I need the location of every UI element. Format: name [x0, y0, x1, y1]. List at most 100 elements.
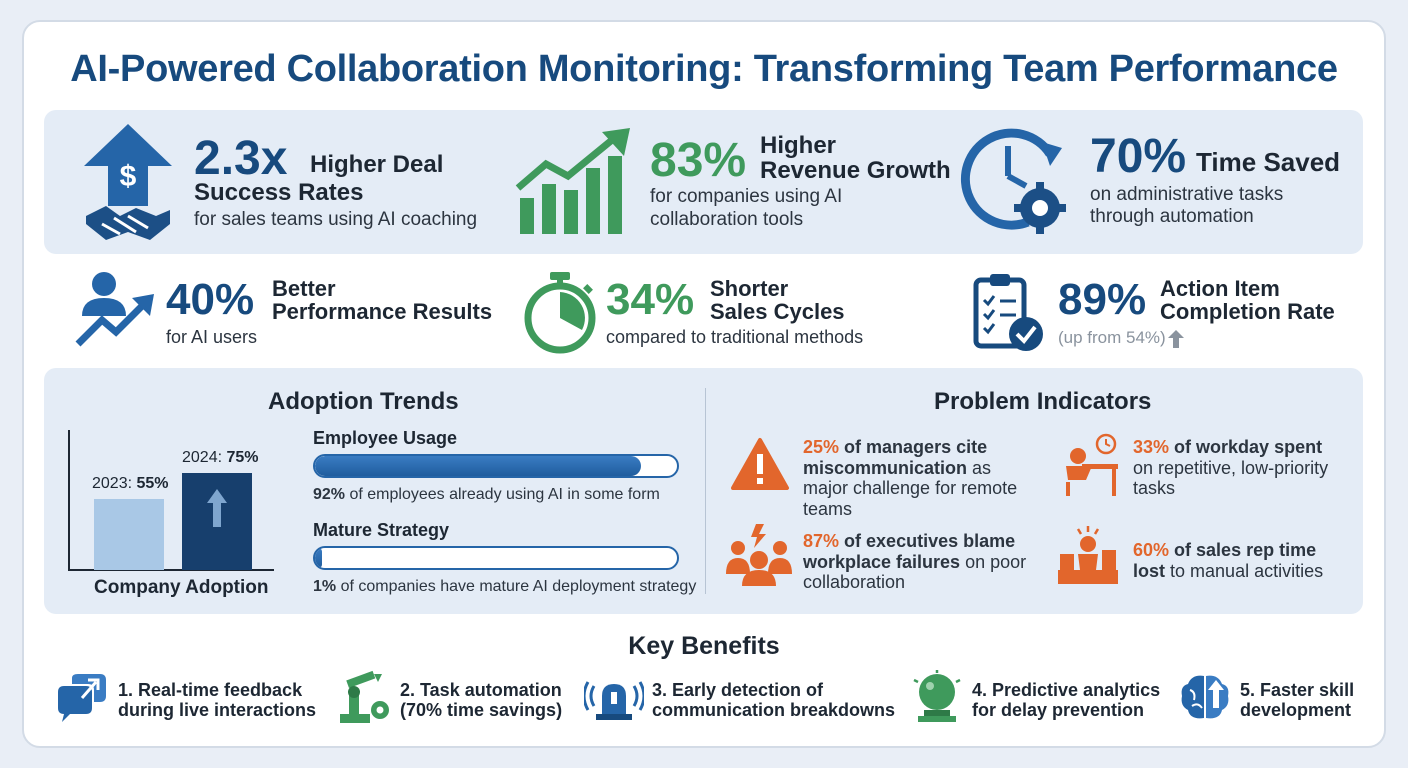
employee-usage-label: Employee Usage	[313, 428, 458, 448]
tired-worker-icon	[1066, 433, 1118, 496]
stat-deal-sub: for sales teams using AI coaching	[194, 209, 478, 230]
problem-2-bold: of workday spent	[1174, 437, 1323, 457]
chat-feedback-icon	[58, 674, 106, 722]
benefit-2: 2. Task automation (70% time savings)	[400, 680, 562, 720]
employee-usage-caption: 92% of employees already using AI in som…	[313, 486, 660, 504]
problem-item-1: 25% of managers cite miscommunication as…	[803, 437, 1033, 520]
robot-arm-icon	[340, 670, 389, 723]
up-arrow-icon	[1168, 330, 1184, 348]
stat-time-sub-b: through automation	[1090, 206, 1254, 227]
benefit-5-line-b: development	[1240, 700, 1352, 721]
stat-time-value: 70%	[1090, 130, 1187, 183]
problem-1-rest: as major challenge for remote teams	[803, 457, 1018, 520]
stat-performance-value: 40%	[166, 275, 255, 324]
bar-2023-year: 2023:	[92, 474, 133, 492]
stat-time-headline: Time Saved	[1196, 147, 1341, 177]
stat-revenue-headline-b: Revenue Growth	[760, 157, 951, 184]
bar-2023-label: 2023: 55%	[92, 475, 169, 493]
problem-3-bold: of executives blame workplace failures	[803, 531, 1016, 572]
crystal-ball-icon	[913, 670, 961, 722]
benefit-1-line-a: 1. Real-time feedback	[118, 680, 303, 700]
stat-action-item-value: 89%	[1058, 275, 1147, 324]
problem-3-pct: 87%	[803, 531, 840, 551]
problem-item-3: 87% of executives blame workplace failur…	[803, 531, 1033, 593]
benefit-1: 1. Real-time feedback during live intera…	[118, 680, 316, 720]
mature-strategy-caption: 1% of companies have mature AI deploymen…	[313, 578, 696, 596]
employee-usage-fill	[315, 456, 641, 476]
benefit-2-line-b: (70% time savings)	[400, 700, 563, 721]
mature-strategy-fill	[315, 548, 323, 568]
benefit-5-line-a: 5. Faster skill	[1240, 680, 1355, 700]
chart-y-axis	[68, 430, 70, 570]
problem-item-2: 33% of workday spent on repetitive, low-…	[1133, 437, 1343, 499]
benefit-5: 5. Faster skill development	[1240, 680, 1354, 720]
employee-usage-bar	[313, 454, 679, 478]
problem-item-4: 60% of sales rep time lost to manual act…	[1133, 540, 1353, 581]
stat-sales-cycle-headline-a: Shorter	[710, 276, 789, 301]
stat-action-item-headline-a: Action Item	[1160, 276, 1280, 301]
mature-strategy-pct: 1%	[313, 578, 337, 595]
mature-strategy-bar	[313, 546, 679, 570]
warning-icon	[731, 438, 789, 490]
dollar-handshake-icon: $	[84, 124, 172, 240]
chart-title: Company Adoption	[94, 577, 269, 598]
mature-strategy-text: of companies have mature AI deployment s…	[340, 578, 697, 595]
clock-gear-icon	[960, 128, 1066, 234]
brain-growth-icon	[1181, 675, 1229, 719]
svg-text:$: $	[120, 160, 137, 193]
stat-revenue-sub-b: collaboration tools	[650, 209, 804, 230]
problem-indicators-title: Problem Indicators	[934, 388, 1152, 415]
problem-1-bold: of managers cite miscommunication	[803, 437, 988, 478]
paperwork-desk-icon	[1058, 526, 1118, 584]
chart-x-axis	[68, 569, 274, 571]
stat-time-sub-a: on administrative tasks	[1090, 184, 1284, 205]
page-title: AI-Powered Collaboration Monitoring: Tra…	[70, 48, 1338, 90]
adoption-trends-title: Adoption Trends	[268, 388, 459, 415]
key-benefits-title: Key Benefits	[628, 632, 780, 660]
checklist-icon	[973, 274, 1043, 351]
stat-deal-headline-b: Success Rates	[194, 179, 364, 206]
up-arrow-icon	[207, 488, 227, 527]
stat-action-item-headline-b: Completion Rate	[1160, 299, 1335, 324]
benefit-2-line-a: 2. Task automation	[400, 680, 562, 700]
problem-1-pct: 25%	[803, 437, 840, 457]
problem-3-rest: on poor collaboration	[803, 551, 1027, 593]
problem-2-pct: 33%	[1133, 437, 1170, 457]
stat-sales-cycle-value: 34%	[606, 275, 695, 324]
employee-usage-pct: 92%	[313, 486, 346, 503]
group-conflict-icon	[726, 524, 792, 586]
stat-action-item-sub: (up from 54%)	[1058, 328, 1166, 347]
bar-2024-value: 75%	[226, 448, 259, 466]
alarm-beacon-icon	[584, 681, 644, 720]
growth-chart-icon	[515, 128, 630, 234]
benefit-3-line-b: communication breakdowns	[652, 700, 896, 721]
stat-deal-value: 2.3x	[194, 132, 288, 185]
stat-performance-headline-a: Better	[272, 276, 336, 301]
benefit-4-line-b: for delay prevention	[972, 700, 1145, 721]
person-trend-icon	[75, 272, 154, 347]
benefit-4: 4. Predictive analytics for delay preven…	[972, 680, 1160, 720]
bar-2024-year: 2024:	[182, 448, 223, 466]
stat-revenue-sub-a: for companies using AI	[650, 186, 843, 207]
employee-usage-text: of employees already using AI in some fo…	[349, 486, 660, 503]
mature-strategy-label: Mature Strategy	[313, 520, 450, 540]
bar-2024-label: 2024: 75%	[182, 449, 259, 467]
benefit-1-line-b: during live interactions	[118, 700, 317, 721]
benefit-3-line-a: 3. Early detection of	[652, 680, 824, 700]
stat-performance-sub: for AI users	[166, 327, 258, 347]
top-stats-band	[44, 110, 1363, 254]
benefit-3: 3. Early detection of communication brea…	[652, 680, 895, 720]
stopwatch-icon	[524, 272, 596, 354]
benefit-4-line-a: 4. Predictive analytics	[972, 680, 1161, 700]
problem-2-rest: on repetitive, low-priority tasks	[1133, 457, 1329, 499]
middle-band	[44, 368, 1363, 614]
problem-4-bold: of sales rep time lost	[1133, 540, 1317, 581]
stat-revenue-headline-a: Higher	[760, 132, 837, 159]
bar-2024	[182, 472, 252, 570]
stat-revenue-value: 83%	[650, 134, 747, 187]
problem-4-rest: to manual activities	[1170, 560, 1324, 581]
stat-sales-cycle-headline-b: Sales Cycles	[710, 299, 845, 324]
stat-performance-headline-b: Performance Results	[272, 299, 493, 324]
problem-4-pct: 60%	[1133, 540, 1170, 560]
bar-2023-value: 55%	[136, 474, 169, 492]
